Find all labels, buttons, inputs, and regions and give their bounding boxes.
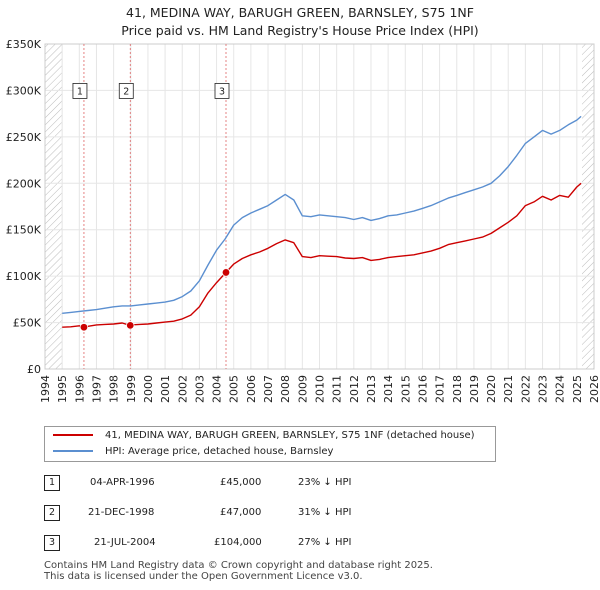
y-tick-label: £250K: [6, 131, 42, 144]
x-tick-label: 2019: [468, 375, 481, 403]
y-tick-label: £200K: [6, 177, 42, 190]
x-tick-label: 1995: [56, 375, 69, 403]
x-tick-label: 2016: [416, 375, 429, 403]
sale-date: 21-DEC-1998: [88, 507, 155, 518]
sale-label-box: [72, 83, 88, 99]
x-tick-label: 1994: [39, 375, 52, 403]
x-tick-label: 2005: [228, 375, 241, 403]
sale-point: [221, 268, 231, 277]
x-tick-label: 1997: [90, 375, 103, 403]
x-tick-label: 2012: [348, 375, 361, 403]
x-tick-label: 2002: [176, 375, 189, 403]
x-tick-label: 2004: [211, 375, 224, 403]
x-tick-label: 2021: [502, 375, 515, 403]
chart-title: 41, MEDINA WAY, BARUGH GREEN, BARNSLEY, …: [0, 4, 600, 40]
hpi-line: [62, 115, 582, 314]
sale-label-box: [214, 83, 230, 99]
x-tick-label: 2024: [554, 375, 567, 403]
legend-swatch-blue: [53, 450, 93, 452]
x-tick-label: 2013: [365, 375, 378, 403]
footer: Contains HM Land Registry data © Crown c…: [44, 560, 433, 582]
y-tick-label: £150K: [6, 224, 42, 237]
y-tick-label: £350K: [6, 38, 42, 51]
y-tick-label: £300K: [6, 84, 42, 97]
y-tick-label: £50K: [13, 317, 42, 330]
x-tick-label: 2009: [296, 375, 309, 403]
x-tick-label: 2011: [331, 375, 344, 403]
x-tick-label: 2010: [314, 375, 327, 403]
x-tick-label: 2014: [382, 375, 395, 403]
sale-label-box: [118, 83, 134, 99]
chart-legend: 41, MEDINA WAY, BARUGH GREEN, BARNSLEY, …: [44, 426, 496, 462]
price-chart: 1 2 3 £0 £50K £100K £150K £200K £250K £300K £350K 1…: [6, 38, 600, 403]
sale-label-text: 1: [77, 86, 83, 97]
title-subtitle: Price paid vs. HM Land Registry's House …: [121, 23, 479, 38]
plot-frame: [44, 43, 595, 370]
x-tick-label: 2008: [279, 375, 292, 403]
x-tick-label: 2018: [451, 375, 464, 403]
legend-item-hpi: HPI: Average price, detached house, Barn…: [53, 445, 333, 459]
sale-price: £45,000: [220, 477, 262, 488]
property-price-line: [62, 182, 582, 328]
legend-item-property: 41, MEDINA WAY, BARUGH GREEN, BARNSLEY, …: [53, 429, 475, 443]
sale-badge: 1: [44, 475, 60, 491]
sale-price: £104,000: [214, 537, 262, 548]
sale-point: [79, 323, 89, 332]
x-tick-label: 1999: [125, 375, 138, 403]
sale-point: [126, 321, 135, 330]
sale-delta: 31% ↓ HPI: [298, 507, 352, 518]
x-tick-label: 2015: [399, 375, 412, 403]
legend-label-property: 41, MEDINA WAY, BARUGH GREEN, BARNSLEY, …: [105, 430, 475, 441]
footer-licence: This data is licensed under the Open Gov…: [44, 571, 363, 582]
sale-delta: 23% ↓ HPI: [298, 477, 352, 488]
sale-date: 04-APR-1996: [90, 477, 155, 488]
legend-label-hpi: HPI: Average price, detached house, Barn…: [105, 446, 334, 457]
sale-badge: 3: [44, 535, 60, 551]
x-tick-label: 2022: [519, 375, 532, 403]
sale-price: £47,000: [220, 507, 262, 518]
hatched-region: [45, 44, 63, 369]
y-tick-label: £0: [27, 363, 41, 376]
sale-date: 21-JUL-2004: [94, 537, 156, 548]
sale-badge: 2: [44, 505, 60, 521]
sale-label-text: 3: [219, 86, 225, 97]
x-tick-label: 2026: [588, 375, 600, 403]
sale-delta: 27% ↓ HPI: [298, 537, 352, 548]
x-tick-label: 1996: [73, 375, 86, 403]
title-address: 41, MEDINA WAY, BARUGH GREEN, BARNSLEY, …: [126, 5, 474, 20]
x-tick-label: 1998: [108, 375, 121, 403]
y-tick-label: £100K: [6, 270, 42, 283]
x-tick-label: 2020: [485, 375, 498, 403]
x-tick-label: 2023: [537, 375, 550, 403]
x-tick-label: 2001: [159, 375, 172, 403]
x-tick-label: 2025: [571, 375, 584, 403]
sale-label-text: 2: [123, 86, 129, 97]
hatched-region: [581, 44, 594, 369]
x-tick-label: 2003: [193, 375, 206, 403]
legend-swatch-red: [53, 434, 93, 436]
x-tick-label: 2006: [245, 375, 258, 403]
x-tick-label: 2000: [142, 375, 155, 403]
x-tick-label: 2017: [434, 375, 447, 403]
footer-copyright: Contains HM Land Registry data © Crown c…: [44, 560, 433, 571]
x-tick-label: 2007: [262, 375, 275, 403]
